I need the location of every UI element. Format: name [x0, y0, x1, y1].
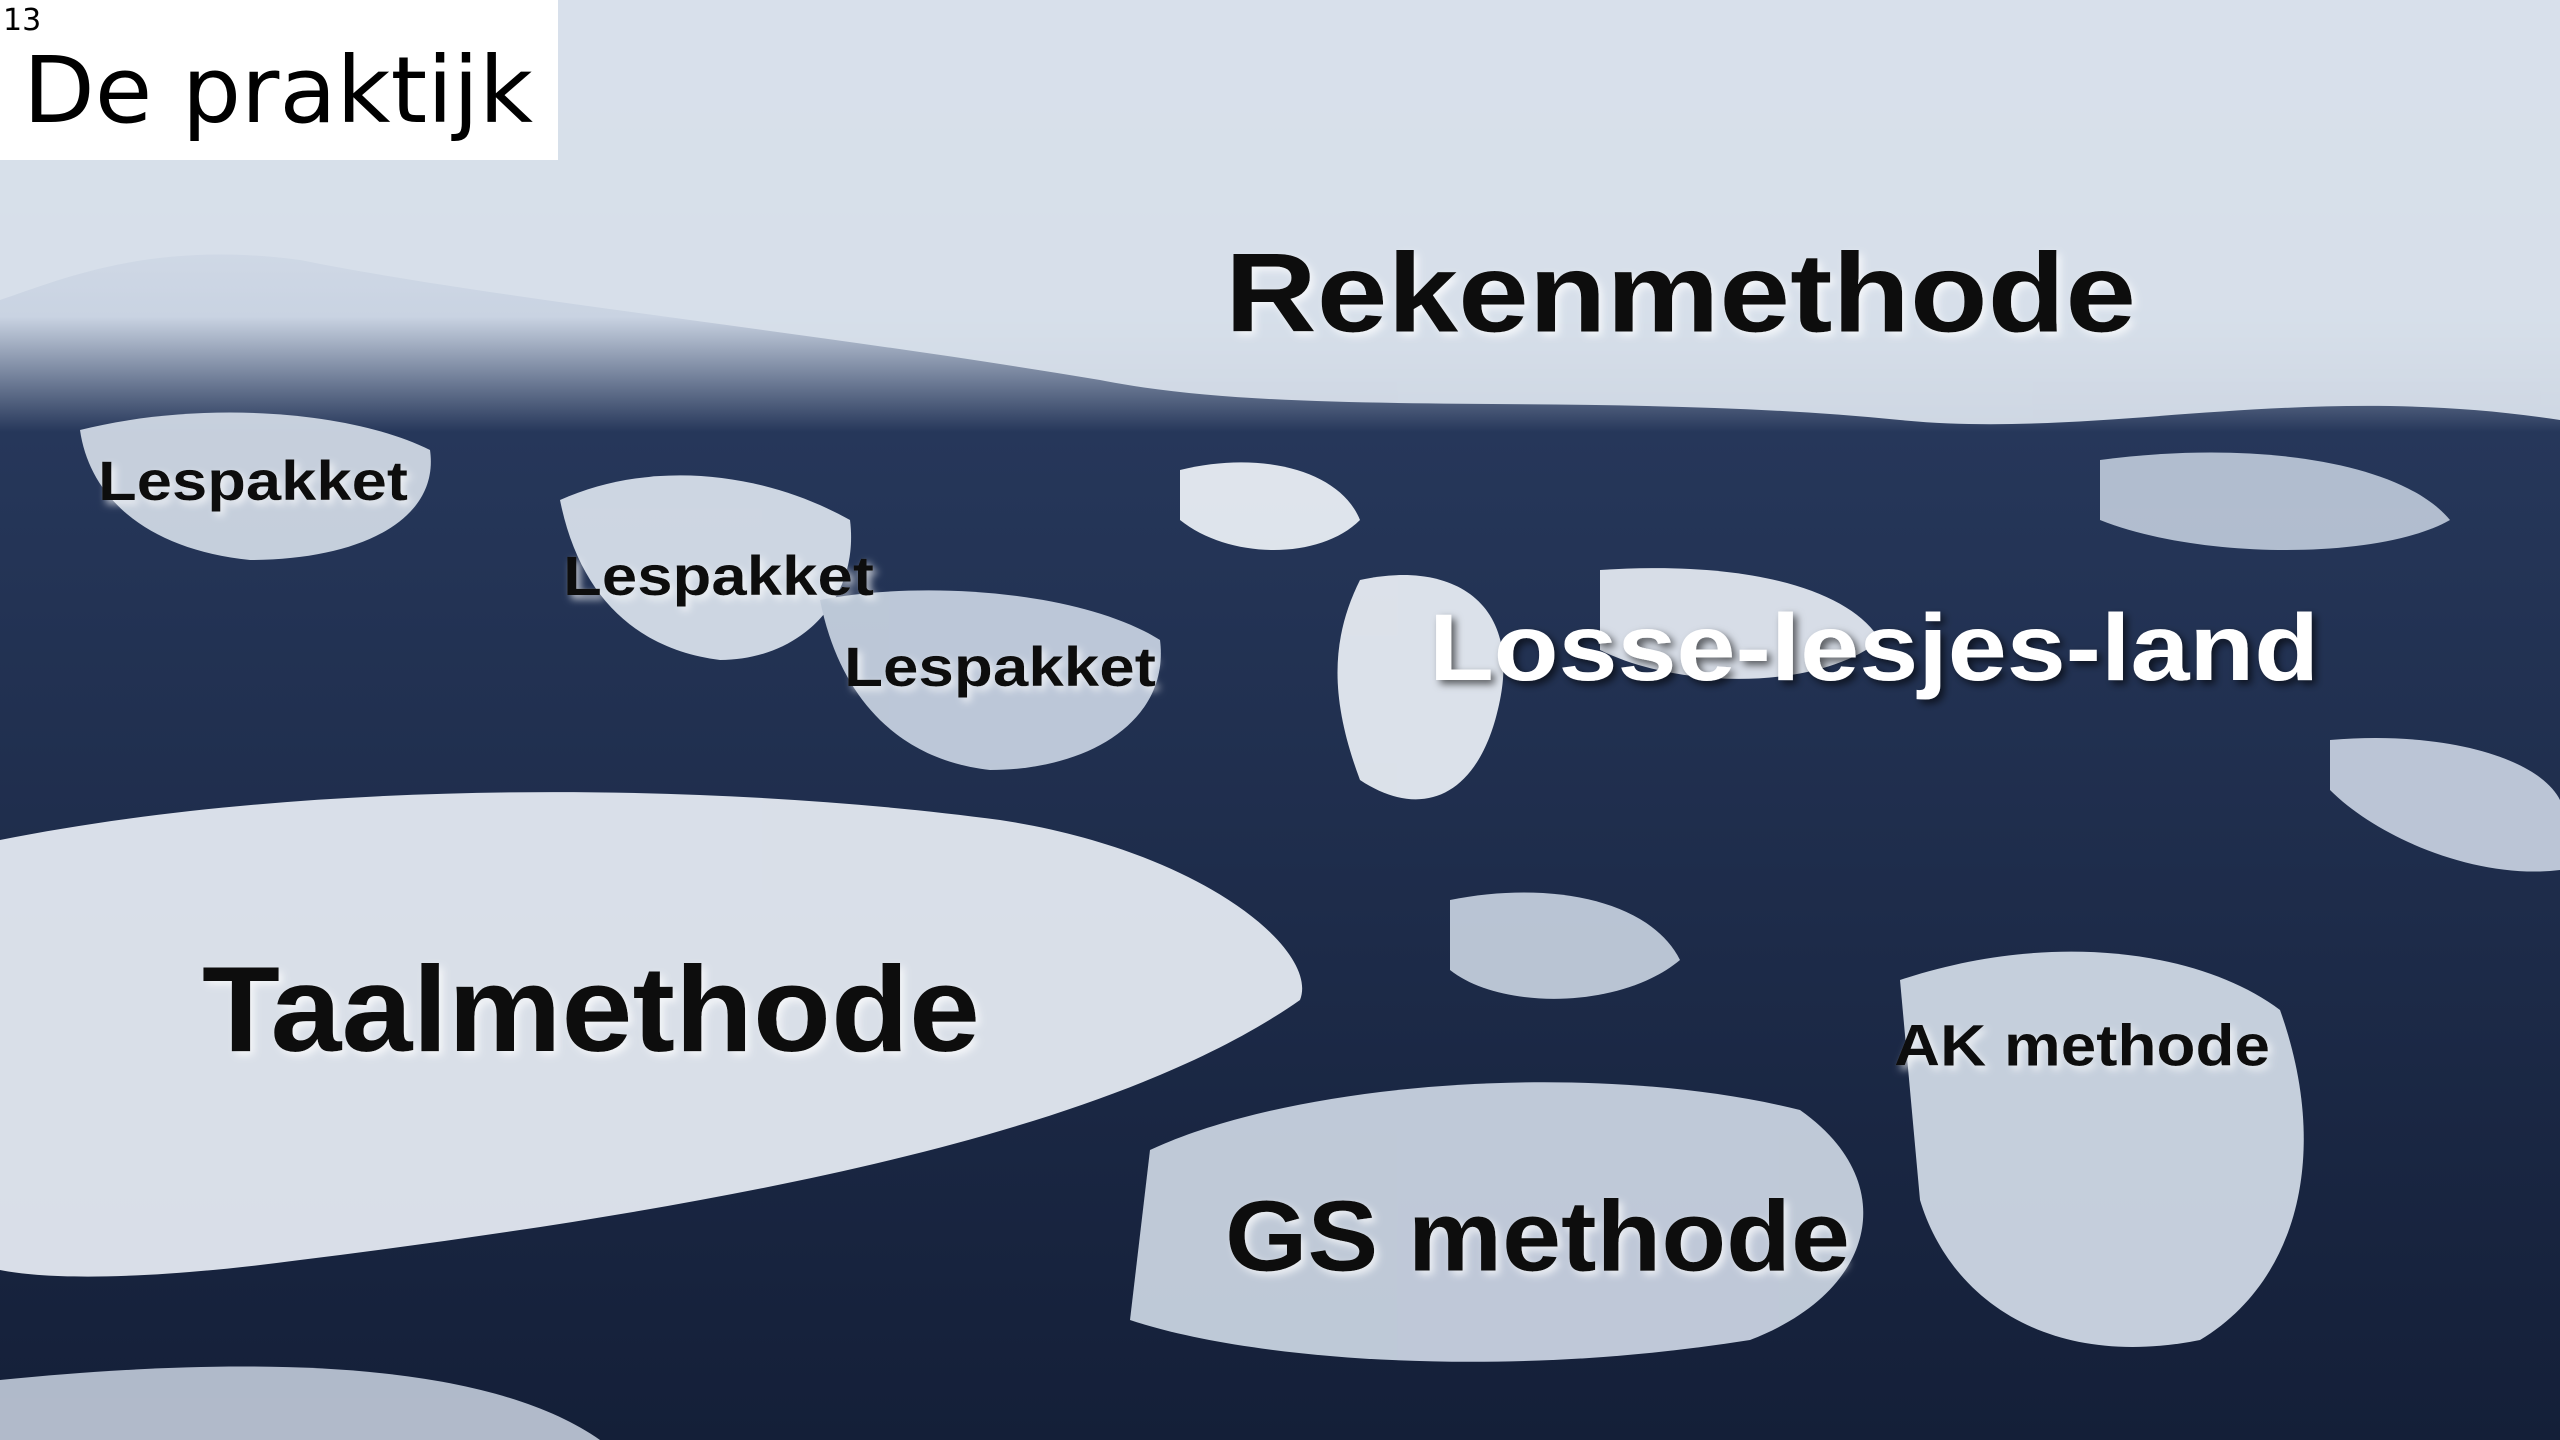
label: AK methode: [1894, 1013, 2270, 1078]
label: Lespakket: [98, 449, 408, 512]
slide-title: De praktijk: [23, 37, 534, 144]
label: Losse-lesjes-land: [1429, 595, 2319, 701]
slide-number: 13: [3, 3, 41, 38]
label: Lespakket: [844, 635, 1156, 698]
label: Lespakket: [563, 544, 874, 607]
label: GS methode: [1225, 1180, 1850, 1292]
title-box: [0, 0, 558, 160]
label: Rekenmethode: [1225, 231, 2136, 356]
label: Taalmethode: [202, 941, 980, 1077]
